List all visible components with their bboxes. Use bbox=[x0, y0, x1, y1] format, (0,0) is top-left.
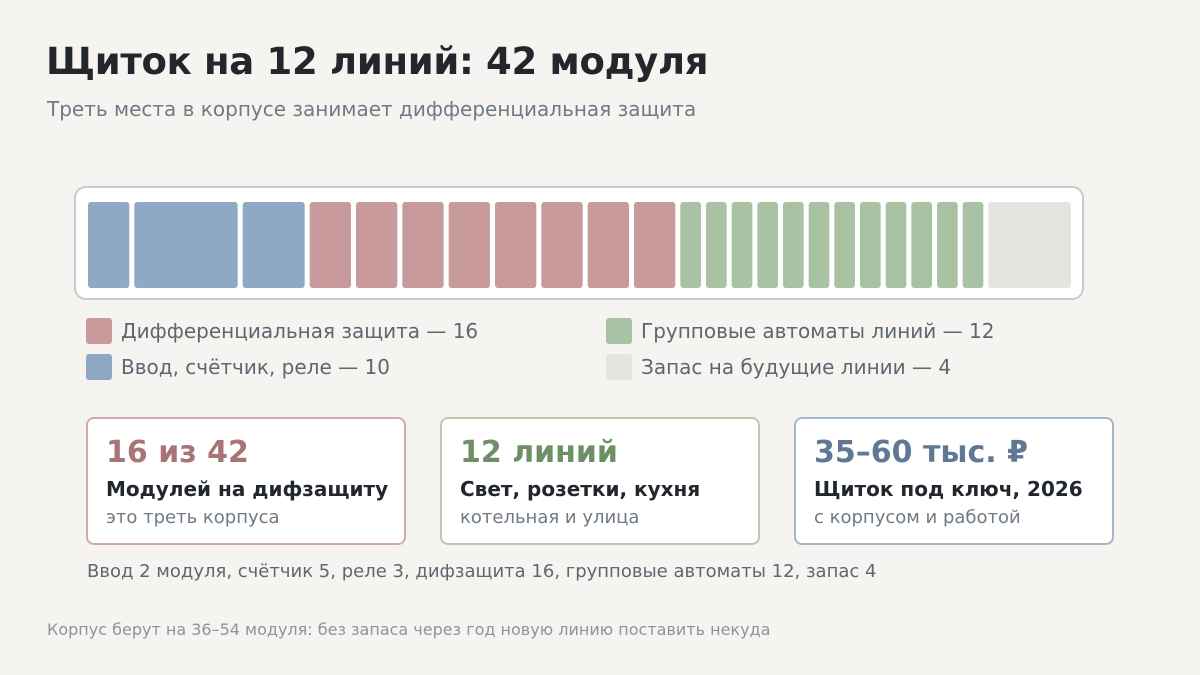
card-lines-title: Свет, розетки, кухня bbox=[460, 477, 701, 501]
card-rcd-value: 16 из 42 bbox=[106, 435, 249, 470]
card-price: 35–60 тыс. ₽ Щиток под ключ, 2026 с корп… bbox=[794, 417, 1114, 545]
card-rcd-subtitle: это треть корпуса bbox=[106, 507, 280, 528]
module-block-групповые-20 bbox=[911, 202, 932, 288]
card-price-title: Щиток под ключ, 2026 bbox=[814, 477, 1083, 501]
module-block-ввод-2 bbox=[242, 202, 305, 288]
module-block-дифференциальная-3 bbox=[309, 202, 351, 288]
card-price-subtitle: с корпусом и работой bbox=[814, 507, 1021, 528]
legend-item-breakers: Групповые автоматы линий — 12 bbox=[606, 313, 1046, 349]
legend-label: Ввод, счётчик, реле — 10 bbox=[121, 355, 390, 379]
module-block-групповые-19 bbox=[885, 202, 907, 288]
legend-swatch bbox=[86, 354, 112, 380]
module-block-групповые-21 bbox=[937, 202, 958, 288]
module-block-групповые-18 bbox=[860, 202, 881, 288]
module-block-дифференциальная-10 bbox=[634, 202, 676, 288]
card-lines: 12 линий Свет, розетки, кухня котельная … bbox=[440, 417, 760, 545]
module-block-ввод-1 bbox=[134, 202, 238, 288]
stat-cards: 16 из 42 Модулей на дифзащиту это треть … bbox=[86, 417, 1116, 547]
module-block-групповые-16 bbox=[808, 202, 830, 288]
module-bar-chart bbox=[88, 202, 1071, 288]
card-rcd-title: Модулей на дифзащиту bbox=[106, 477, 389, 501]
module-block-групповые-15 bbox=[783, 202, 804, 288]
module-breakdown: Ввод 2 модуля, счётчик 5, реле 3, дифзащ… bbox=[87, 561, 877, 582]
legend-label: Дифференциальная защита — 16 bbox=[121, 319, 479, 343]
page-subtitle: Треть места в корпусе занимает дифференц… bbox=[47, 97, 697, 121]
legend-swatch bbox=[606, 318, 632, 344]
module-block-дифференциальная-7 bbox=[495, 202, 537, 288]
module-block-групповые-22 bbox=[962, 202, 984, 288]
legend-swatch bbox=[86, 318, 112, 344]
module-block-дифференциальная-8 bbox=[541, 202, 583, 288]
footnote: Корпус берут на 36–54 модуля: без запаса… bbox=[47, 620, 771, 639]
page-title: Щиток на 12 линий: 42 модуля bbox=[46, 40, 709, 83]
module-block-групповые-13 bbox=[731, 202, 753, 288]
module-block-ввод-0 bbox=[88, 202, 130, 288]
legend-swatch bbox=[606, 354, 632, 380]
module-block-групповые-12 bbox=[706, 202, 727, 288]
legend-item-rcd: Дифференциальная защита — 16 bbox=[86, 313, 606, 349]
legend-label: Запас на будущие линии — 4 bbox=[641, 355, 952, 379]
card-rcd: 16 из 42 Модулей на дифзащиту это треть … bbox=[86, 417, 406, 545]
chart-legend: Дифференциальная защита — 16 Групповые ав… bbox=[86, 313, 1046, 385]
legend-item-spare: Запас на будущие линии — 4 bbox=[606, 349, 1046, 385]
panel-enclosure bbox=[74, 186, 1084, 300]
legend-item-input: Ввод, счётчик, реле — 10 bbox=[86, 349, 606, 385]
module-block-дифференциальная-9 bbox=[587, 202, 629, 288]
module-block-дифференциальная-5 bbox=[402, 202, 444, 288]
module-block-групповые-14 bbox=[757, 202, 778, 288]
module-block-групповые-17 bbox=[834, 202, 855, 288]
module-block-групповые-11 bbox=[680, 202, 701, 288]
card-price-value: 35–60 тыс. ₽ bbox=[814, 435, 1028, 470]
module-block-дифференциальная-4 bbox=[356, 202, 398, 288]
module-block-дифференциальная-6 bbox=[448, 202, 490, 288]
legend-label: Групповые автоматы линий — 12 bbox=[641, 319, 995, 343]
card-lines-value: 12 линий bbox=[460, 435, 618, 470]
card-lines-subtitle: котельная и улица bbox=[460, 507, 640, 528]
module-block-запас-23 bbox=[988, 202, 1071, 288]
